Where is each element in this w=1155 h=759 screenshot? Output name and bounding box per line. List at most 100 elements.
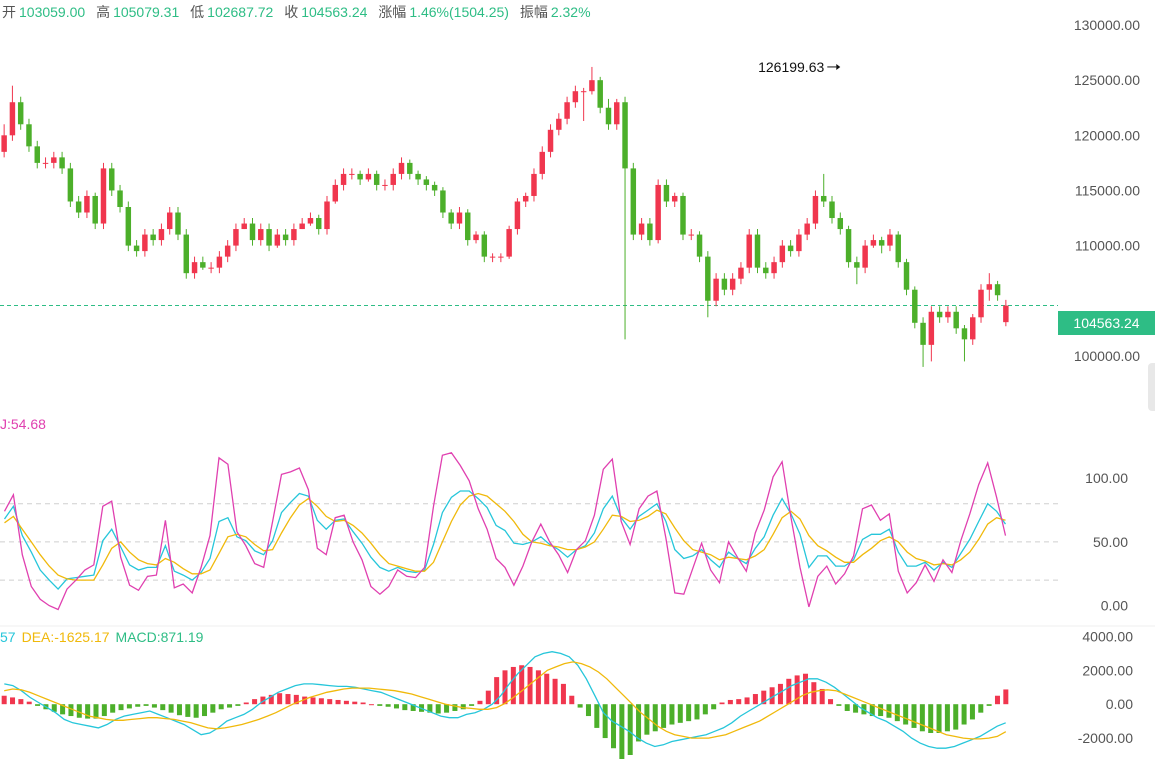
macd-histogram-bar bbox=[477, 700, 483, 705]
candle-body bbox=[17, 102, 24, 125]
candle-body bbox=[522, 195, 529, 202]
macd-macd-value: MACD:871.19 bbox=[115, 629, 204, 645]
macd-histogram-bar bbox=[652, 704, 658, 732]
candle-body bbox=[473, 234, 479, 241]
candle-body bbox=[597, 80, 603, 108]
candle-body bbox=[498, 256, 504, 258]
candle-body bbox=[820, 195, 827, 202]
macd-line-dea bbox=[4, 661, 1007, 740]
candle-body bbox=[647, 223, 653, 241]
candle-body bbox=[771, 262, 777, 274]
macd-histogram-bar bbox=[377, 704, 383, 706]
macd-histogram-bar bbox=[435, 704, 441, 714]
macd-histogram-bar bbox=[794, 675, 800, 705]
macd-histogram-bar bbox=[176, 704, 182, 716]
macd-histogram-bar bbox=[168, 704, 174, 713]
candle-body bbox=[961, 328, 968, 340]
macd-histogram-bar bbox=[677, 704, 683, 723]
candle-body bbox=[26, 124, 32, 147]
macd-histogram-bar bbox=[869, 704, 875, 717]
macd-histogram-bar bbox=[594, 704, 600, 728]
macd-histogram-bar bbox=[485, 690, 491, 705]
open-value: 103059.00 bbox=[19, 4, 86, 20]
macd-histogram-bar bbox=[202, 704, 208, 717]
macd-histogram-bar bbox=[736, 699, 742, 705]
macd-histogram-bar bbox=[277, 693, 283, 705]
candle-body bbox=[721, 278, 728, 290]
price-axis: 130000.00 125000.00 120000.00 115000.00 1100… bbox=[1074, 17, 1140, 746]
macd-histogram-bar bbox=[352, 701, 358, 705]
macd-histogram-bar bbox=[360, 702, 366, 705]
macd-histogram-bar bbox=[636, 704, 642, 742]
macd-histogram-bar bbox=[368, 704, 374, 706]
candle-body bbox=[845, 229, 852, 263]
candle-body bbox=[729, 278, 736, 290]
macd-histogram-bar bbox=[560, 683, 566, 705]
macd-histogram-bar bbox=[903, 704, 909, 725]
macd-histogram-bar bbox=[427, 704, 433, 713]
macd-histogram-bar bbox=[26, 701, 32, 705]
candle-body bbox=[166, 212, 173, 230]
candle-body bbox=[804, 223, 810, 235]
candle-body bbox=[315, 218, 322, 230]
candle-body bbox=[34, 146, 40, 163]
candle-body bbox=[241, 223, 247, 230]
macd-histogram-bar bbox=[544, 673, 550, 705]
candle-body bbox=[92, 195, 98, 224]
macd-histogram-bar bbox=[577, 704, 583, 708]
extreme-label: 126199.63 bbox=[758, 59, 824, 75]
candle-body bbox=[51, 157, 57, 163]
macd-tick-label: 4000.00 bbox=[1082, 628, 1133, 644]
macd-histogram-bar bbox=[51, 704, 57, 712]
candle-body bbox=[986, 284, 993, 290]
candle-body bbox=[878, 240, 885, 246]
macd-histogram-bar bbox=[243, 702, 249, 705]
macd-histogram-bar bbox=[878, 704, 884, 717]
candle-body bbox=[671, 195, 678, 202]
macd-histogram-bar bbox=[627, 704, 633, 755]
macd-histogram-bar bbox=[602, 704, 608, 739]
macd-histogram-bar bbox=[727, 699, 733, 705]
macd-histogram-bar bbox=[402, 704, 408, 711]
candle-body bbox=[481, 234, 488, 257]
extreme-annotations: 126199.6398944.36 bbox=[758, 59, 841, 75]
candle-body bbox=[564, 102, 570, 119]
macd-histogram-bar bbox=[302, 696, 308, 705]
kdj-series bbox=[3, 451, 1007, 611]
macd-histogram-bar bbox=[711, 704, 717, 710]
candle-body bbox=[84, 195, 90, 213]
candle-body bbox=[440, 190, 446, 213]
candle-body bbox=[936, 311, 943, 318]
candle-body bbox=[75, 201, 82, 213]
macd-histogram-bar bbox=[661, 704, 667, 728]
candle-body bbox=[547, 129, 554, 152]
change-label: 涨幅 bbox=[378, 4, 407, 20]
candle-body bbox=[42, 162, 49, 164]
candle-body bbox=[117, 190, 123, 207]
macd-histogram-bar bbox=[702, 704, 708, 715]
candle-body bbox=[142, 234, 148, 252]
macd-histogram-bar bbox=[510, 666, 516, 705]
candle-body bbox=[994, 284, 1001, 296]
candle-body bbox=[274, 234, 281, 246]
macd-histogram-bar bbox=[527, 666, 533, 705]
macd-histogram-bar bbox=[85, 704, 91, 719]
macd-histogram-bar bbox=[535, 670, 541, 705]
macd-histogram-bar bbox=[469, 704, 475, 706]
macd-histogram-bar bbox=[293, 694, 299, 705]
macd-histogram-bar bbox=[744, 697, 750, 705]
close-value: 104563.24 bbox=[301, 4, 368, 20]
macd-histogram-bar bbox=[185, 704, 191, 717]
macd-histogram-bar bbox=[393, 704, 399, 709]
scroll-handle[interactable] bbox=[1148, 363, 1155, 411]
price-tick-label: 110000.00 bbox=[1075, 238, 1140, 254]
kdj-j-value: J:54.68 bbox=[0, 416, 46, 432]
candle-body bbox=[506, 229, 512, 257]
candle-body bbox=[191, 262, 198, 274]
candle-body bbox=[580, 91, 587, 93]
macd-histogram-bar bbox=[569, 695, 575, 705]
macd-histogram-bar bbox=[886, 704, 892, 718]
candle-body bbox=[423, 179, 430, 185]
macd-histogram-bar bbox=[502, 670, 508, 705]
candle-body bbox=[746, 234, 752, 268]
